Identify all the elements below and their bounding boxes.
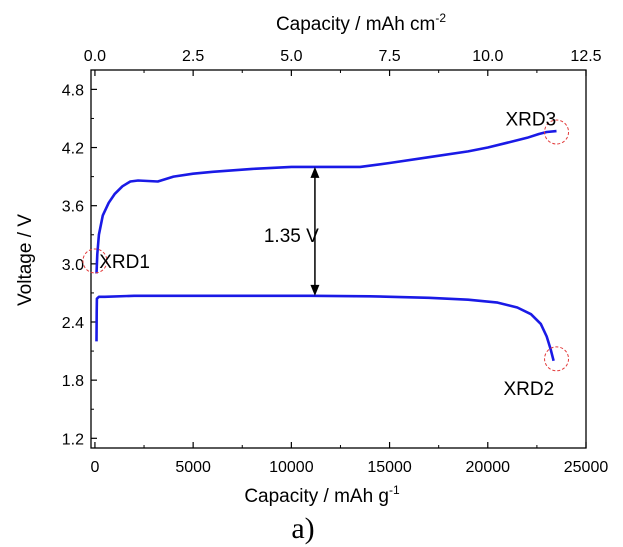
series-layer bbox=[95, 129, 557, 362]
y-tick-label: 3.6 bbox=[62, 199, 84, 216]
top-axis-title-text: Capacity / mAh cm bbox=[276, 14, 435, 35]
annotation-layer: XRD1 XRD2 XRD3 1.35 V bbox=[82, 109, 570, 400]
x-tick-label: 10000 bbox=[269, 459, 314, 476]
x-axis-title: Capacity / mAh g-1 bbox=[244, 483, 400, 507]
x-tick-label: 5000 bbox=[175, 459, 211, 476]
x2-tick-label: 12.5 bbox=[570, 48, 601, 65]
xrd2-label: XRD2 bbox=[504, 379, 555, 400]
xrd3-label: XRD3 bbox=[505, 109, 556, 130]
plot-frame bbox=[90, 69, 587, 449]
x-tick-label: 20000 bbox=[466, 459, 511, 476]
bottom-axis-ticks: 0 5000 10000 15000 20000 25000 bbox=[90, 442, 608, 476]
x2-tick-label: 0.0 bbox=[84, 48, 106, 65]
x2-tick-label: 5.0 bbox=[280, 48, 302, 65]
x-axis-title-text: Capacity / mAh g bbox=[244, 486, 389, 507]
xrd1-marker bbox=[82, 248, 108, 274]
y-tick-label: 2.4 bbox=[62, 315, 84, 332]
top-axis-title-sup: -2 bbox=[435, 11, 446, 25]
arrow-head-bottom bbox=[310, 284, 320, 296]
y-tick-label: 4.8 bbox=[62, 82, 84, 99]
xrd1-label: XRD1 bbox=[99, 252, 150, 273]
xrd2-marker bbox=[544, 346, 570, 372]
x-tick-label: 25000 bbox=[564, 459, 609, 476]
x2-tick-label: 2.5 bbox=[182, 48, 204, 65]
x-tick-label: 15000 bbox=[367, 459, 412, 476]
y-axis-title: Voltage / V bbox=[15, 214, 36, 306]
panel-label: a) bbox=[291, 512, 314, 545]
series-line-1 bbox=[95, 294, 555, 362]
x-axis-title-sup: -1 bbox=[389, 483, 400, 497]
top-axis-ticks: 0.0 2.5 5.0 7.5 10.0 12.5 bbox=[84, 48, 602, 76]
x2-tick-label: 7.5 bbox=[378, 48, 400, 65]
left-axis-ticks: 1.2 1.8 2.4 3.0 3.6 4.2 4.8 bbox=[62, 82, 97, 448]
x-tick-label: 0 bbox=[90, 459, 99, 476]
y-tick-label: 1.8 bbox=[62, 373, 84, 390]
y-tick-label: 4.2 bbox=[62, 141, 84, 158]
top-axis-title: Capacity / mAh cm-2 bbox=[276, 11, 446, 35]
y-tick-label: 3.0 bbox=[62, 257, 84, 274]
arrow-head-top bbox=[310, 166, 320, 178]
series-line-2 bbox=[95, 129, 557, 274]
x2-tick-label: 10.0 bbox=[472, 48, 503, 65]
y-tick-label: 1.2 bbox=[62, 431, 84, 448]
arrow-label: 1.35 V bbox=[264, 226, 319, 247]
xrd3-marker bbox=[544, 119, 570, 145]
